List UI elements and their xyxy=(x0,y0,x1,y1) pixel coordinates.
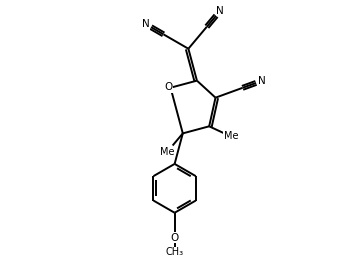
Text: Me: Me xyxy=(224,131,238,141)
Text: O: O xyxy=(164,82,172,92)
Text: Me: Me xyxy=(160,147,174,157)
Text: N: N xyxy=(258,76,266,86)
Text: CH₃: CH₃ xyxy=(166,248,184,257)
Text: N: N xyxy=(216,6,224,16)
Text: O: O xyxy=(171,233,179,243)
Text: N: N xyxy=(142,19,150,29)
